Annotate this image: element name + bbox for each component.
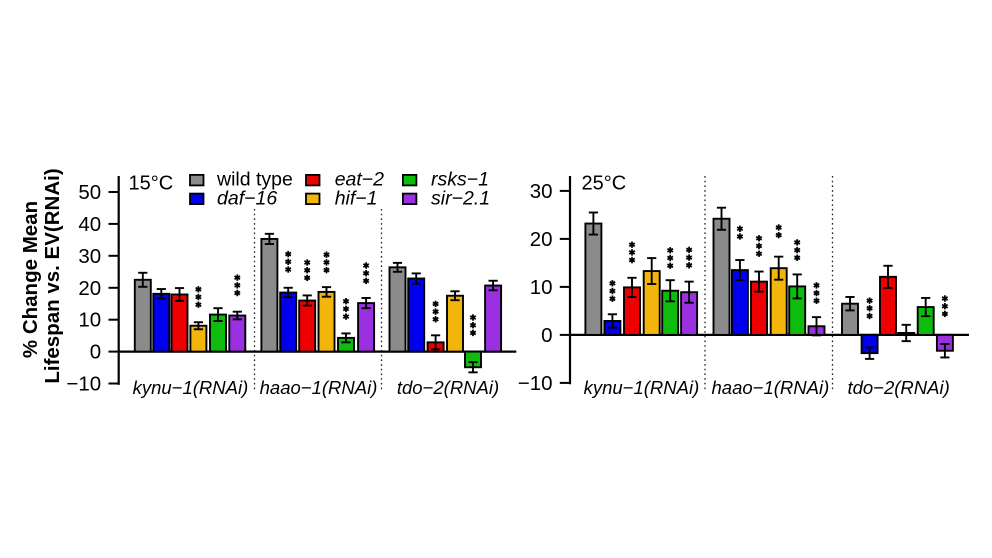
svg-text:haao−1(RNAi): haao−1(RNAi) (712, 377, 830, 398)
svg-text:wild type: wild type (216, 169, 293, 191)
svg-text:daf−16: daf−16 (217, 187, 277, 209)
svg-text:−10: −10 (66, 373, 101, 396)
svg-text:50: 50 (78, 181, 101, 204)
svg-text:10: 10 (78, 309, 101, 332)
svg-text:20: 20 (530, 228, 553, 251)
svg-text:sir−2.1: sir−2.1 (431, 187, 490, 209)
svg-text:10: 10 (530, 276, 553, 299)
svg-text:tdo−2(RNAi): tdo−2(RNAi) (847, 377, 949, 398)
svg-text:0: 0 (90, 341, 101, 364)
svg-text:% Change Mean: % Change Mean (19, 201, 42, 358)
svg-text:0: 0 (541, 324, 552, 347)
svg-text:rsks−1: rsks−1 (431, 169, 489, 191)
svg-text:tdo−2(RNAi): tdo−2(RNAi) (397, 377, 499, 398)
svg-text:haao−1(RNAi): haao−1(RNAi) (260, 377, 378, 398)
svg-text:kynu−1(RNAi): kynu−1(RNAi) (584, 377, 700, 398)
svg-text:eat−2: eat−2 (335, 169, 384, 191)
svg-text:Lifespan vs. EV(RNAi): Lifespan vs. EV(RNAi) (41, 168, 64, 383)
svg-text:15°C: 15°C (129, 173, 174, 195)
svg-text:kynu−1(RNAi): kynu−1(RNAi) (133, 377, 249, 398)
svg-text:30: 30 (78, 245, 101, 268)
svg-text:30: 30 (530, 180, 553, 203)
svg-text:20: 20 (78, 277, 101, 300)
svg-text:25°C: 25°C (582, 173, 627, 195)
svg-text:−10: −10 (518, 372, 553, 395)
svg-text:hif−1: hif−1 (335, 187, 378, 209)
svg-text:40: 40 (78, 213, 101, 236)
